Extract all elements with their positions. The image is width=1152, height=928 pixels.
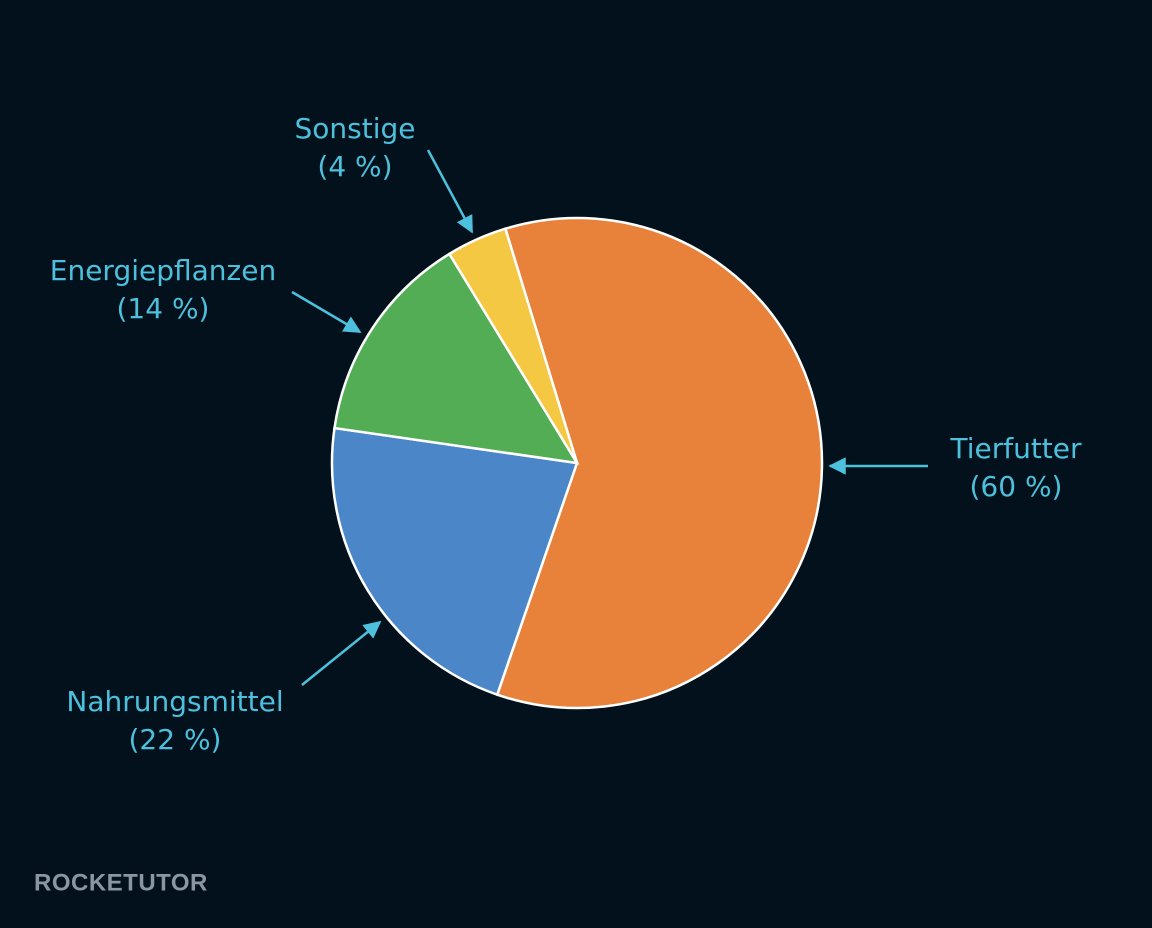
pie-slice bbox=[495, 216, 824, 710]
slice-label: Sonstige bbox=[295, 112, 416, 145]
arrow bbox=[301, 620, 382, 686]
pie-slice bbox=[333, 252, 580, 465]
pie bbox=[330, 216, 824, 710]
slice-label: Energiepflanzen bbox=[50, 254, 276, 287]
value-label: (60 %) bbox=[970, 470, 1063, 503]
value-label: (14 %) bbox=[117, 292, 210, 325]
slice-label: Tierfutter bbox=[949, 432, 1082, 465]
arrow bbox=[291, 290, 362, 334]
arrow bbox=[426, 149, 474, 234]
arrows bbox=[291, 149, 928, 686]
pie-slice bbox=[330, 426, 579, 697]
value-label: (4 %) bbox=[317, 150, 392, 183]
pie-slice bbox=[447, 227, 579, 464]
slice-label: Nahrungsmittel bbox=[66, 685, 283, 718]
watermark: ROCKETUTOR bbox=[34, 869, 208, 896]
value-label: (22 %) bbox=[129, 723, 222, 756]
